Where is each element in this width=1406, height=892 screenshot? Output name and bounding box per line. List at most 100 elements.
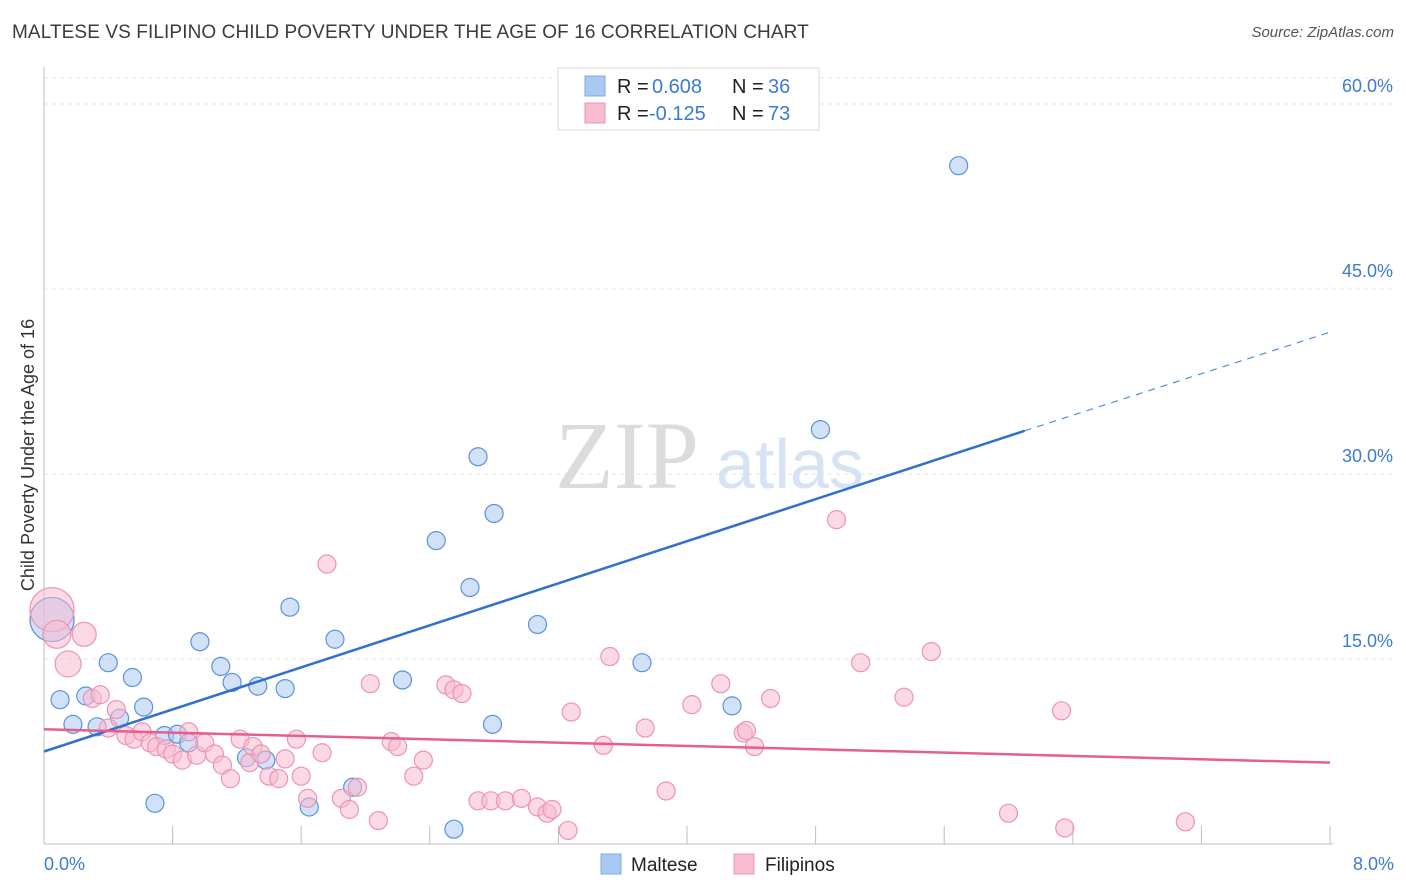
maltese-point <box>222 672 242 693</box>
legend-label-filipinos: Filipinos <box>765 855 835 876</box>
filipinos-point <box>90 685 110 705</box>
filipinos-point <box>561 702 581 722</box>
maltese-trend-extension <box>1024 331 1331 432</box>
maltese-point <box>632 653 652 673</box>
filipinos-point <box>542 799 562 820</box>
filipinos-point <box>42 619 72 649</box>
filipinos-point <box>921 641 941 662</box>
legend-r-label-maltese: R = <box>617 76 649 98</box>
legend-n-value-filipinos: 73 <box>768 103 790 125</box>
maltese-point <box>325 629 345 649</box>
maltese-point <box>722 696 742 716</box>
maltese-point <box>190 632 210 652</box>
filipinos-point <box>317 554 337 574</box>
filipinos-point <box>269 769 289 789</box>
y-tick-label: 15.0% <box>1342 631 1393 651</box>
gridlines <box>44 77 1394 660</box>
maltese-trend-line <box>43 429 1025 753</box>
maltese-point <box>527 614 548 635</box>
y-tick-label: 60.0% <box>1342 76 1393 96</box>
x-tick-label-max: 8.0% <box>1353 854 1394 874</box>
filipinos-point <box>291 766 311 786</box>
maltese-point <box>211 656 231 677</box>
filipinos-point <box>593 735 614 755</box>
filipinos-point <box>54 650 82 678</box>
correlation-legend: R = 0.608 N = 36 R = -0.125 N = 73 <box>557 67 820 131</box>
legend-r-value-filipinos: -0.125 <box>649 103 706 125</box>
maltese-point <box>444 819 464 839</box>
trend-lines <box>43 331 1331 764</box>
filipinos-point <box>220 769 241 789</box>
maltese-point <box>810 420 831 440</box>
filipinos-point <box>452 683 472 704</box>
legend-n-value-maltese: 36 <box>768 76 790 98</box>
filipinos-point <box>404 766 424 786</box>
maltese-point <box>484 503 504 524</box>
filipinos-trend-line <box>43 728 1331 764</box>
legend-swatch-bottom-maltese <box>600 853 622 875</box>
x-tick-label-min: 0.0% <box>44 854 85 874</box>
data-points <box>29 156 1195 841</box>
filipinos-point <box>71 621 97 647</box>
maltese-point <box>949 156 969 176</box>
filipinos-point <box>495 791 515 811</box>
x-axis-ticks <box>172 826 1331 844</box>
legend-n-label-filipinos: N = <box>732 103 764 125</box>
filipinos-point <box>413 750 433 770</box>
filipinos-point <box>251 744 271 764</box>
filipinos-point <box>558 820 578 841</box>
maltese-point <box>248 676 268 696</box>
filipinos-point <box>339 799 360 820</box>
maltese-point <box>145 793 165 813</box>
maltese-point <box>482 714 503 734</box>
filipinos-point <box>682 695 702 715</box>
maltese-point <box>280 597 300 617</box>
legend-label-maltese: Maltese <box>631 855 698 876</box>
filipinos-point <box>711 674 731 694</box>
maltese-point <box>122 667 143 688</box>
filipinos-point <box>1055 818 1075 838</box>
maltese-point <box>134 697 154 717</box>
filipinos-point <box>511 788 532 808</box>
legend-r-value-maltese: 0.608 <box>652 76 702 98</box>
maltese-point <box>98 653 118 673</box>
y-tick-label: 30.0% <box>1342 446 1393 466</box>
maltese-point <box>50 690 70 710</box>
filipinos-point <box>736 720 757 741</box>
filipinos-point <box>275 749 295 769</box>
maltese-point <box>275 678 295 699</box>
filipinos-point <box>106 699 126 720</box>
filipinos-point <box>656 781 676 801</box>
y-axis-label: Child Poverty Under the Age of 16 <box>18 319 38 591</box>
filipinos-point <box>360 674 380 694</box>
filipinos-point <box>1175 812 1195 832</box>
filipinos-point <box>760 688 781 709</box>
filipinos-point <box>286 729 306 749</box>
legend-swatch-bottom-filipinos <box>733 853 755 875</box>
maltese-point <box>468 447 488 467</box>
filipinos-point <box>851 653 871 673</box>
filipinos-point <box>998 803 1019 823</box>
y-tick-label: 45.0% <box>1342 261 1393 281</box>
filipinos-point <box>826 510 847 530</box>
filipinos-point <box>347 777 368 797</box>
chart-title: MALTESE VS FILIPINO CHILD POVERTY UNDER … <box>12 22 809 43</box>
watermark-atlas: atlas <box>716 425 864 503</box>
chart-source: Source: ZipAtlas.com <box>1251 24 1394 41</box>
legend-swatch-maltese <box>584 75 606 97</box>
filipinos-point <box>600 646 620 667</box>
legend-swatch-filipinos <box>584 102 606 124</box>
filipinos-point <box>298 788 318 808</box>
filipinos-point <box>368 810 388 831</box>
maltese-point <box>392 670 413 690</box>
y-tick-labels: 15.0% 30.0% 45.0% 60.0% <box>1342 76 1393 651</box>
filipinos-point <box>1051 701 1072 721</box>
filipinos-point <box>388 736 408 757</box>
maltese-point <box>460 577 480 598</box>
filipinos-point <box>894 687 914 707</box>
filipinos-point <box>635 718 655 738</box>
legend-r-label-filipinos: R = <box>617 103 649 125</box>
filipinos-point <box>312 743 332 763</box>
legend-n-label-maltese: N = <box>732 76 764 98</box>
